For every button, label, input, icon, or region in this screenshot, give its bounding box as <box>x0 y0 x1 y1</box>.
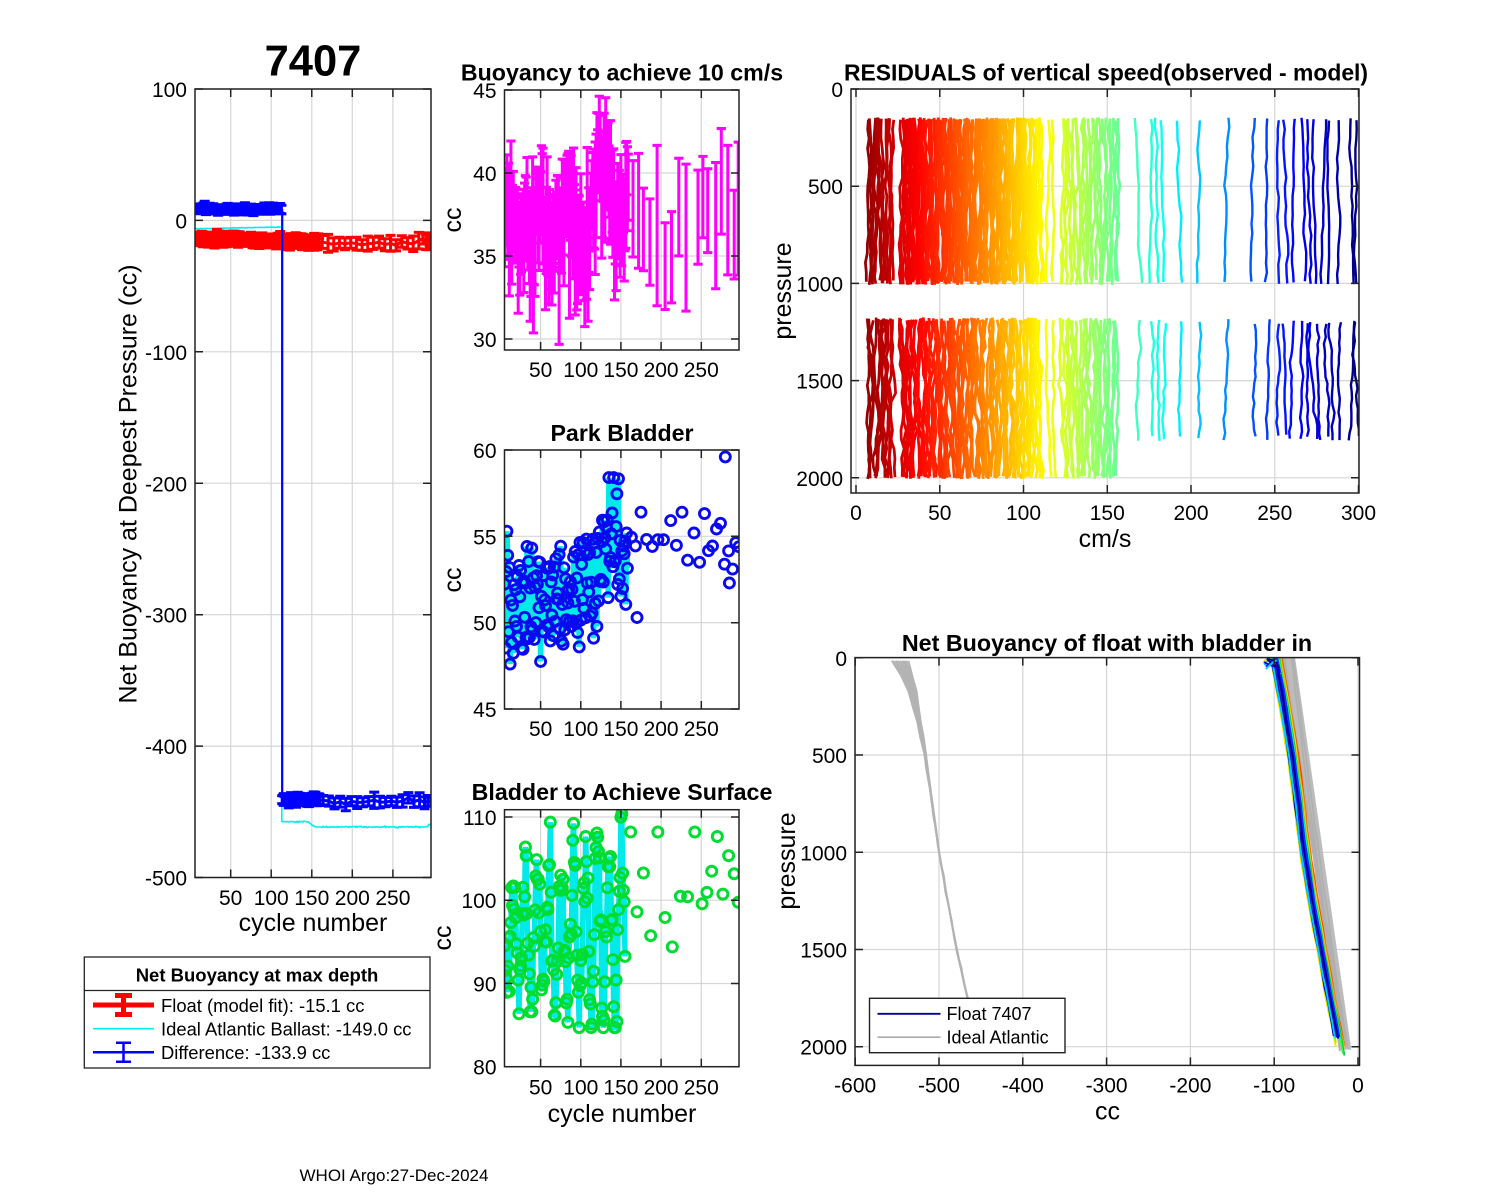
svg-text:200: 200 <box>1173 502 1208 525</box>
svg-text:cycle number: cycle number <box>548 1100 697 1128</box>
svg-text:-500: -500 <box>145 868 187 891</box>
svg-text:Ideal Atlantic Ballast: -149.0: Ideal Atlantic Ballast: -149.0 cc <box>161 1019 411 1040</box>
svg-text:100: 100 <box>563 718 598 741</box>
svg-text:cc: cc <box>429 926 457 951</box>
svg-text:100: 100 <box>563 1077 598 1100</box>
svg-text:cycle number: cycle number <box>239 909 388 937</box>
svg-text:150: 150 <box>1090 502 1125 525</box>
svg-text:Net Buoyancy of float with bla: Net Buoyancy of float with bladder in <box>902 630 1312 656</box>
svg-text:Float 7407: Float 7407 <box>947 1004 1032 1024</box>
svg-text:200: 200 <box>644 718 679 741</box>
svg-text:500: 500 <box>812 745 847 768</box>
svg-text:150: 150 <box>603 1077 638 1100</box>
svg-text:45: 45 <box>473 80 496 103</box>
svg-text:100: 100 <box>563 359 598 382</box>
svg-text:60: 60 <box>473 440 496 463</box>
svg-text:30: 30 <box>473 329 496 352</box>
svg-text:100: 100 <box>1006 502 1041 525</box>
svg-text:cm/s: cm/s <box>1079 525 1132 553</box>
svg-text:-400: -400 <box>1002 1074 1044 1097</box>
svg-text:-100: -100 <box>145 342 187 365</box>
svg-text:2000: 2000 <box>800 1037 847 1060</box>
svg-text:-300: -300 <box>1086 1074 1128 1097</box>
svg-text:150: 150 <box>603 718 638 741</box>
svg-text:55: 55 <box>473 526 496 549</box>
svg-text:-300: -300 <box>145 605 187 628</box>
svg-text:100: 100 <box>461 890 496 913</box>
svg-text:WHOI Argo:27-Dec-2024: WHOI Argo:27-Dec-2024 <box>300 1166 489 1185</box>
svg-text:Buoyancy to achieve 10 cm/s: Buoyancy to achieve 10 cm/s <box>461 59 783 85</box>
svg-text:Difference: -133.9 cc: Difference: -133.9 cc <box>161 1042 330 1063</box>
svg-text:200: 200 <box>644 359 679 382</box>
svg-text:Ideal Atlantic: Ideal Atlantic <box>947 1028 1049 1048</box>
svg-text:cc: cc <box>439 208 467 233</box>
svg-text:50: 50 <box>219 887 242 910</box>
svg-text:1000: 1000 <box>800 842 847 865</box>
svg-text:pressure: pressure <box>773 812 801 909</box>
svg-text:110: 110 <box>463 807 496 830</box>
svg-text:-200: -200 <box>145 473 187 496</box>
svg-text:500: 500 <box>808 176 843 199</box>
svg-text:50: 50 <box>529 1077 552 1100</box>
svg-text:250: 250 <box>1257 502 1292 525</box>
svg-text:300: 300 <box>1341 502 1376 525</box>
svg-text:50: 50 <box>473 613 496 636</box>
svg-text:90: 90 <box>473 973 496 996</box>
svg-text:45: 45 <box>473 699 496 722</box>
svg-text:-500: -500 <box>918 1074 960 1097</box>
svg-text:-100: -100 <box>1253 1074 1295 1097</box>
svg-text:Float (model fit): -15.1 cc: Float (model fit): -15.1 cc <box>161 995 364 1016</box>
svg-text:35: 35 <box>473 246 496 269</box>
svg-text:Net Buoyancy at Deepest Pressu: Net Buoyancy at Deepest Pressure (cc) <box>115 264 143 703</box>
svg-text:150: 150 <box>603 359 638 382</box>
svg-text:0: 0 <box>175 210 187 233</box>
svg-text:cc: cc <box>1095 1098 1120 1126</box>
svg-text:0: 0 <box>1352 1074 1364 1097</box>
svg-text:Net Buoyancy at max depth: Net Buoyancy at max depth <box>136 965 379 986</box>
svg-text:1000: 1000 <box>796 273 843 296</box>
svg-text:50: 50 <box>529 718 552 741</box>
svg-text:200: 200 <box>335 887 370 910</box>
svg-text:200: 200 <box>644 1077 679 1100</box>
svg-text:-400: -400 <box>145 736 187 759</box>
svg-text:250: 250 <box>684 1077 719 1100</box>
svg-text:7407: 7407 <box>265 38 362 86</box>
svg-text:0: 0 <box>831 79 843 102</box>
svg-text:cc: cc <box>439 568 467 593</box>
svg-text:100: 100 <box>254 887 289 910</box>
svg-text:pressure: pressure <box>769 242 797 339</box>
svg-text:50: 50 <box>928 502 951 525</box>
svg-text:150: 150 <box>294 887 329 910</box>
svg-text:250: 250 <box>684 718 719 741</box>
svg-text:2000: 2000 <box>796 468 843 491</box>
svg-text:40: 40 <box>473 163 496 186</box>
svg-text:1500: 1500 <box>800 939 847 962</box>
svg-text:50: 50 <box>529 359 552 382</box>
svg-text:80: 80 <box>473 1057 496 1080</box>
svg-text:Bladder to Achieve Surface: Bladder to Achieve Surface <box>472 779 773 805</box>
svg-text:RESIDUALS of vertical speed(ob: RESIDUALS of vertical speed(observed - m… <box>844 60 1368 86</box>
svg-text:-200: -200 <box>1169 1074 1211 1097</box>
svg-text:Park Bladder: Park Bladder <box>550 420 693 446</box>
svg-text:1500: 1500 <box>796 371 843 394</box>
svg-text:0: 0 <box>835 648 847 671</box>
svg-text:-600: -600 <box>834 1074 876 1097</box>
svg-text:0: 0 <box>850 502 862 525</box>
svg-text:100: 100 <box>152 79 187 102</box>
svg-text:250: 250 <box>375 887 410 910</box>
svg-text:250: 250 <box>684 359 719 382</box>
